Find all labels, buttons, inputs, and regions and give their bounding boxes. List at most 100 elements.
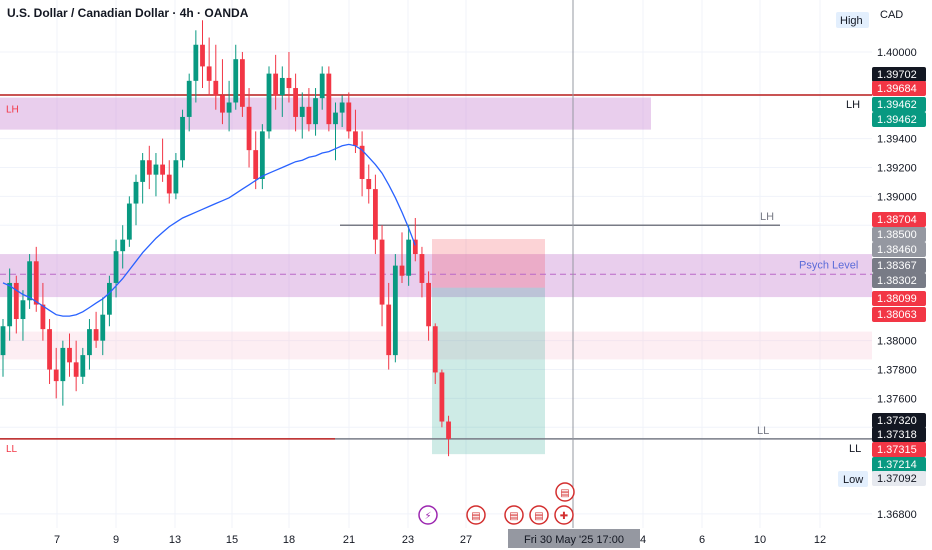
candle[interactable] [87, 329, 92, 356]
level-label-lh-right: LH [846, 99, 860, 111]
candle[interactable] [366, 179, 372, 190]
candle[interactable] [73, 362, 79, 377]
candle[interactable] [100, 314, 106, 341]
candle[interactable] [386, 304, 392, 356]
candle[interactable] [373, 189, 378, 240]
candle[interactable] [166, 174, 172, 194]
candle[interactable] [353, 131, 358, 146]
price-tick-label: 1.39400 [877, 134, 917, 146]
candle[interactable] [93, 329, 99, 341]
candle[interactable] [233, 59, 239, 103]
price-tag [872, 67, 926, 82]
candle[interactable] [13, 282, 19, 320]
price-tag-label: 1.38367 [877, 260, 917, 272]
candle[interactable] [259, 131, 265, 180]
candle[interactable] [27, 261, 32, 301]
candle[interactable] [379, 239, 385, 305]
candle[interactable] [392, 265, 398, 356]
event-marker-icon[interactable] [555, 482, 575, 502]
candle[interactable] [53, 369, 59, 382]
candle[interactable] [67, 347, 72, 363]
price-tag-label: 1.37092 [877, 473, 917, 485]
price-tag [872, 442, 926, 457]
candle[interactable] [286, 77, 292, 89]
candle[interactable] [7, 282, 13, 327]
time-tick-label: 10 [754, 534, 766, 546]
candle[interactable] [120, 239, 126, 252]
candle[interactable] [186, 80, 192, 117]
candle[interactable] [399, 265, 405, 276]
candle[interactable] [180, 116, 185, 161]
price-tick-label: 1.39000 [877, 191, 917, 203]
candle[interactable] [20, 300, 26, 320]
position-stop-zone[interactable] [432, 239, 545, 288]
candle[interactable] [133, 181, 139, 204]
candle[interactable] [226, 102, 232, 113]
candle[interactable] [240, 59, 245, 107]
candle[interactable] [339, 102, 345, 113]
candle[interactable] [299, 106, 305, 117]
candle[interactable] [359, 145, 365, 180]
candle[interactable] [107, 282, 112, 315]
candle[interactable] [293, 88, 298, 117]
candle[interactable] [113, 251, 119, 283]
candle[interactable] [432, 326, 438, 373]
candle[interactable] [33, 261, 39, 305]
candle[interactable] [206, 66, 212, 81]
candle[interactable] [140, 160, 146, 182]
candle[interactable] [346, 102, 352, 132]
price-tag [872, 81, 926, 96]
candle[interactable] [213, 80, 219, 96]
candle[interactable] [313, 98, 318, 125]
price-tag [872, 413, 926, 428]
candle[interactable] [160, 164, 165, 175]
price-tick-label: 1.39200 [877, 162, 917, 174]
time-tick-label: 13 [169, 534, 181, 546]
event-marker-icon[interactable] [466, 505, 486, 525]
candle[interactable] [60, 347, 66, 382]
candle[interactable] [153, 164, 159, 175]
price-tick-label: 1.37800 [877, 365, 917, 377]
candle[interactable] [273, 73, 279, 96]
candle[interactable] [419, 254, 425, 283]
price-tag-label: 1.39462 [877, 99, 917, 111]
price-tag [872, 457, 926, 472]
candle[interactable] [439, 372, 445, 422]
event-marker-glyph: ▤ [471, 511, 480, 522]
candle[interactable] [333, 112, 338, 125]
time-axis[interactable] [0, 528, 932, 550]
event-marker-icon[interactable] [554, 505, 574, 525]
candle[interactable] [47, 329, 52, 370]
level-label-ll-left: LL [6, 444, 18, 455]
candle[interactable] [306, 106, 312, 125]
candle[interactable] [193, 44, 199, 81]
candle[interactable] [200, 44, 205, 67]
price-tag-label: 1.38302 [877, 275, 917, 287]
time-tick-label: 23 [402, 534, 414, 546]
candle[interactable] [319, 73, 325, 99]
candle[interactable] [146, 160, 152, 175]
candle[interactable] [279, 77, 285, 96]
candle[interactable] [40, 304, 46, 330]
candle[interactable] [80, 355, 86, 377]
candle[interactable] [0, 326, 6, 356]
candle[interactable] [446, 421, 451, 439]
candle[interactable] [412, 239, 418, 255]
candle[interactable] [406, 239, 412, 276]
candle[interactable] [266, 73, 272, 132]
candle[interactable] [126, 203, 132, 240]
time-tick-label: 27 [460, 534, 472, 546]
price-tag-label: 1.37315 [877, 444, 917, 456]
event-marker-icon[interactable] [418, 505, 438, 525]
time-tick-label: 9 [113, 534, 119, 546]
event-marker-icon[interactable] [504, 505, 524, 525]
event-marker-icon[interactable] [529, 505, 549, 525]
candle[interactable] [326, 73, 332, 125]
candle[interactable] [173, 160, 179, 194]
candle[interactable] [246, 106, 252, 151]
candle[interactable] [220, 95, 225, 113]
candle[interactable] [253, 150, 259, 180]
candle[interactable] [426, 282, 431, 327]
price-tag-label: 1.37318 [877, 429, 917, 441]
